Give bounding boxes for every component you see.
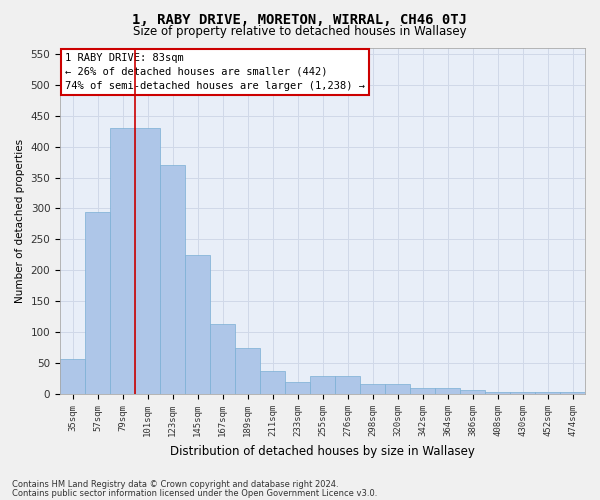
Bar <box>210 324 235 394</box>
Bar <box>560 392 585 394</box>
Y-axis label: Number of detached properties: Number of detached properties <box>15 139 25 303</box>
Bar <box>285 382 310 394</box>
Text: Contains HM Land Registry data © Crown copyright and database right 2024.: Contains HM Land Registry data © Crown c… <box>12 480 338 489</box>
Bar <box>260 372 285 394</box>
Text: 1 RABY DRIVE: 83sqm
← 26% of detached houses are smaller (442)
74% of semi-detac: 1 RABY DRIVE: 83sqm ← 26% of detached ho… <box>65 52 365 90</box>
Text: Size of property relative to detached houses in Wallasey: Size of property relative to detached ho… <box>133 25 467 38</box>
Bar <box>485 392 510 394</box>
Bar <box>410 388 435 394</box>
Bar <box>385 384 410 394</box>
Bar <box>85 212 110 394</box>
Bar <box>60 359 85 394</box>
Bar <box>310 376 335 394</box>
Text: Contains public sector information licensed under the Open Government Licence v3: Contains public sector information licen… <box>12 488 377 498</box>
Bar <box>535 392 560 394</box>
Text: 1, RABY DRIVE, MORETON, WIRRAL, CH46 0TJ: 1, RABY DRIVE, MORETON, WIRRAL, CH46 0TJ <box>133 12 467 26</box>
Bar <box>110 128 135 394</box>
Bar <box>435 388 460 394</box>
Bar <box>185 255 210 394</box>
Bar <box>335 376 360 394</box>
Bar <box>235 348 260 394</box>
Bar <box>460 390 485 394</box>
Bar <box>360 384 385 394</box>
Bar <box>160 165 185 394</box>
X-axis label: Distribution of detached houses by size in Wallasey: Distribution of detached houses by size … <box>170 444 475 458</box>
Bar <box>510 392 535 394</box>
Bar <box>135 128 160 394</box>
